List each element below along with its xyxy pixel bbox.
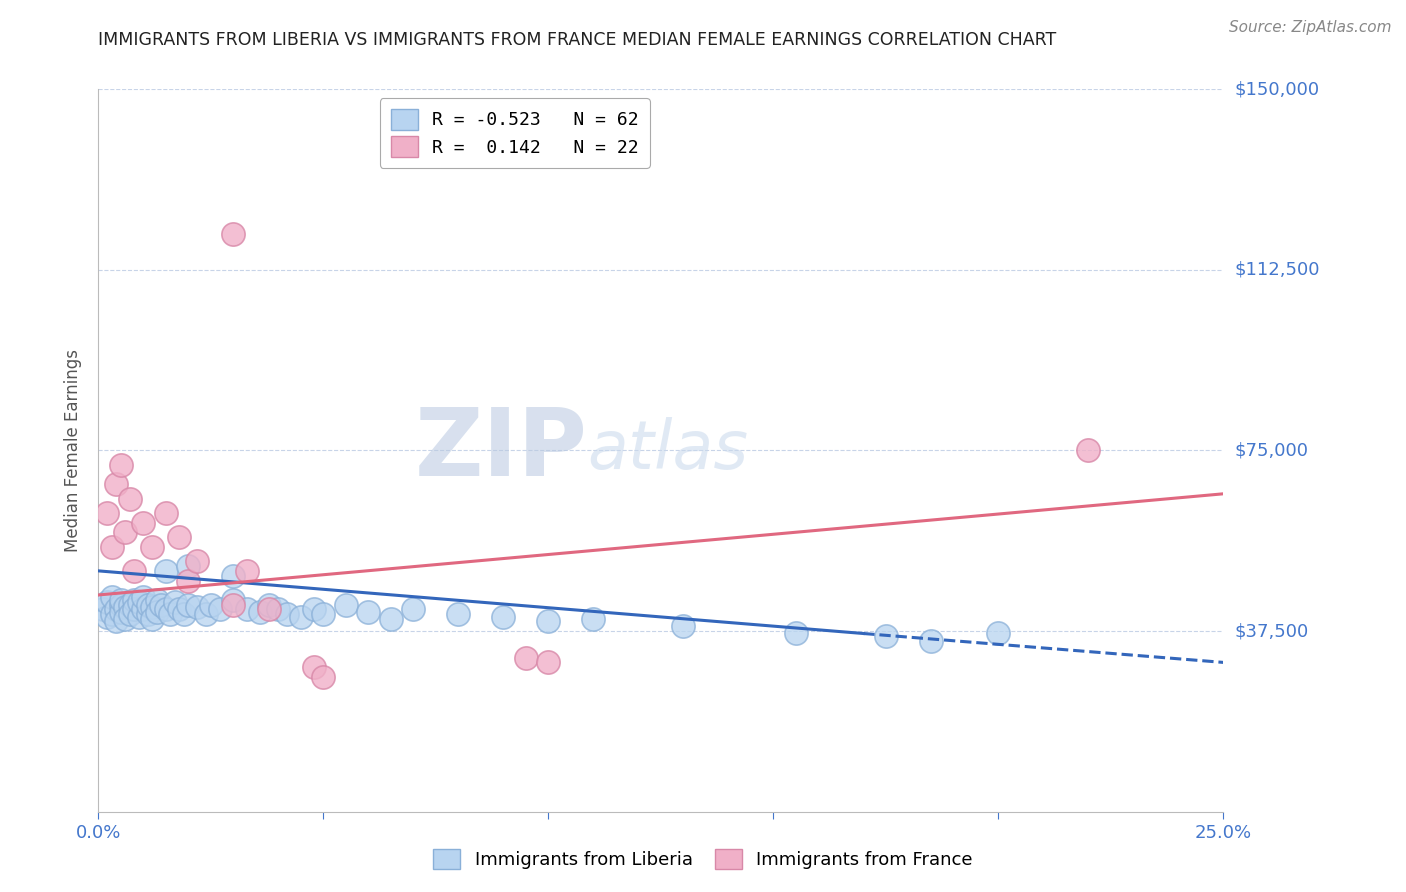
- Point: [249, 605, 271, 619]
- Point: [155, 564, 177, 578]
- Text: $37,500: $37,500: [1234, 622, 1309, 640]
- Point: [159, 607, 181, 622]
- Point: [91, 602, 114, 616]
- Point: [312, 607, 335, 622]
- Point: [96, 609, 118, 624]
- Point: [155, 506, 177, 520]
- Text: $75,000: $75,000: [1234, 442, 1309, 459]
- Point: [290, 609, 312, 624]
- Point: [875, 629, 897, 643]
- Point: [114, 599, 136, 614]
- Point: [110, 605, 132, 619]
- Point: [118, 491, 141, 506]
- Point: [155, 602, 177, 616]
- Text: IMMIGRANTS FROM LIBERIA VS IMMIGRANTS FROM FRANCE MEDIAN FEMALE EARNINGS CORRELA: IMMIGRANTS FROM LIBERIA VS IMMIGRANTS FR…: [98, 31, 1057, 49]
- Point: [110, 458, 132, 472]
- Point: [141, 612, 163, 626]
- Point: [582, 612, 605, 626]
- Point: [141, 599, 163, 614]
- Point: [236, 602, 259, 616]
- Point: [357, 605, 380, 619]
- Point: [136, 598, 159, 612]
- Point: [195, 607, 218, 622]
- Point: [110, 598, 132, 612]
- Point: [785, 626, 807, 640]
- Point: [128, 595, 150, 609]
- Point: [101, 591, 124, 605]
- Point: [222, 227, 245, 241]
- Point: [114, 612, 136, 626]
- Point: [105, 602, 128, 616]
- Point: [118, 607, 141, 622]
- Point: [222, 598, 245, 612]
- Point: [124, 602, 146, 616]
- Point: [177, 559, 200, 574]
- Point: [312, 670, 335, 684]
- Point: [1077, 443, 1099, 458]
- Point: [222, 592, 245, 607]
- Point: [267, 602, 290, 616]
- Point: [672, 619, 695, 633]
- Point: [173, 607, 195, 622]
- Point: [141, 540, 163, 554]
- Text: $150,000: $150,000: [1234, 80, 1319, 98]
- Point: [132, 591, 155, 605]
- Text: atlas: atlas: [588, 417, 749, 483]
- Point: [537, 615, 560, 629]
- Point: [136, 607, 159, 622]
- Point: [208, 602, 231, 616]
- Point: [304, 660, 326, 674]
- Point: [101, 540, 124, 554]
- Point: [222, 568, 245, 582]
- Point: [276, 607, 298, 622]
- Point: [128, 609, 150, 624]
- Point: [177, 598, 200, 612]
- Point: [132, 516, 155, 530]
- Text: ZIP: ZIP: [415, 404, 588, 497]
- Point: [335, 598, 357, 612]
- Point: [163, 595, 186, 609]
- Point: [114, 525, 136, 540]
- Point: [920, 633, 942, 648]
- Point: [96, 506, 118, 520]
- Point: [380, 612, 402, 626]
- Point: [537, 656, 560, 670]
- Point: [124, 564, 146, 578]
- Point: [105, 615, 128, 629]
- Point: [150, 598, 173, 612]
- Point: [118, 598, 141, 612]
- Point: [169, 602, 191, 616]
- Point: [110, 592, 132, 607]
- Point: [259, 598, 281, 612]
- Text: $112,500: $112,500: [1234, 260, 1320, 279]
- Text: Source: ZipAtlas.com: Source: ZipAtlas.com: [1229, 20, 1392, 35]
- Point: [146, 592, 169, 607]
- Point: [515, 650, 537, 665]
- Point: [987, 626, 1010, 640]
- Legend: R = -0.523   N = 62, R =  0.142   N = 22: R = -0.523 N = 62, R = 0.142 N = 22: [380, 98, 650, 168]
- Point: [101, 607, 124, 622]
- Point: [259, 602, 281, 616]
- Point: [177, 574, 200, 588]
- Point: [124, 592, 146, 607]
- Point: [304, 602, 326, 616]
- Point: [186, 554, 208, 568]
- Point: [96, 595, 118, 609]
- Y-axis label: Median Female Earnings: Median Female Earnings: [65, 349, 83, 552]
- Legend: Immigrants from Liberia, Immigrants from France: Immigrants from Liberia, Immigrants from…: [425, 839, 981, 879]
- Point: [492, 609, 515, 624]
- Point: [146, 605, 169, 619]
- Point: [447, 607, 470, 622]
- Point: [236, 564, 259, 578]
- Point: [402, 602, 425, 616]
- Point: [105, 477, 128, 491]
- Point: [200, 598, 222, 612]
- Point: [186, 599, 208, 614]
- Point: [132, 602, 155, 616]
- Point: [169, 530, 191, 544]
